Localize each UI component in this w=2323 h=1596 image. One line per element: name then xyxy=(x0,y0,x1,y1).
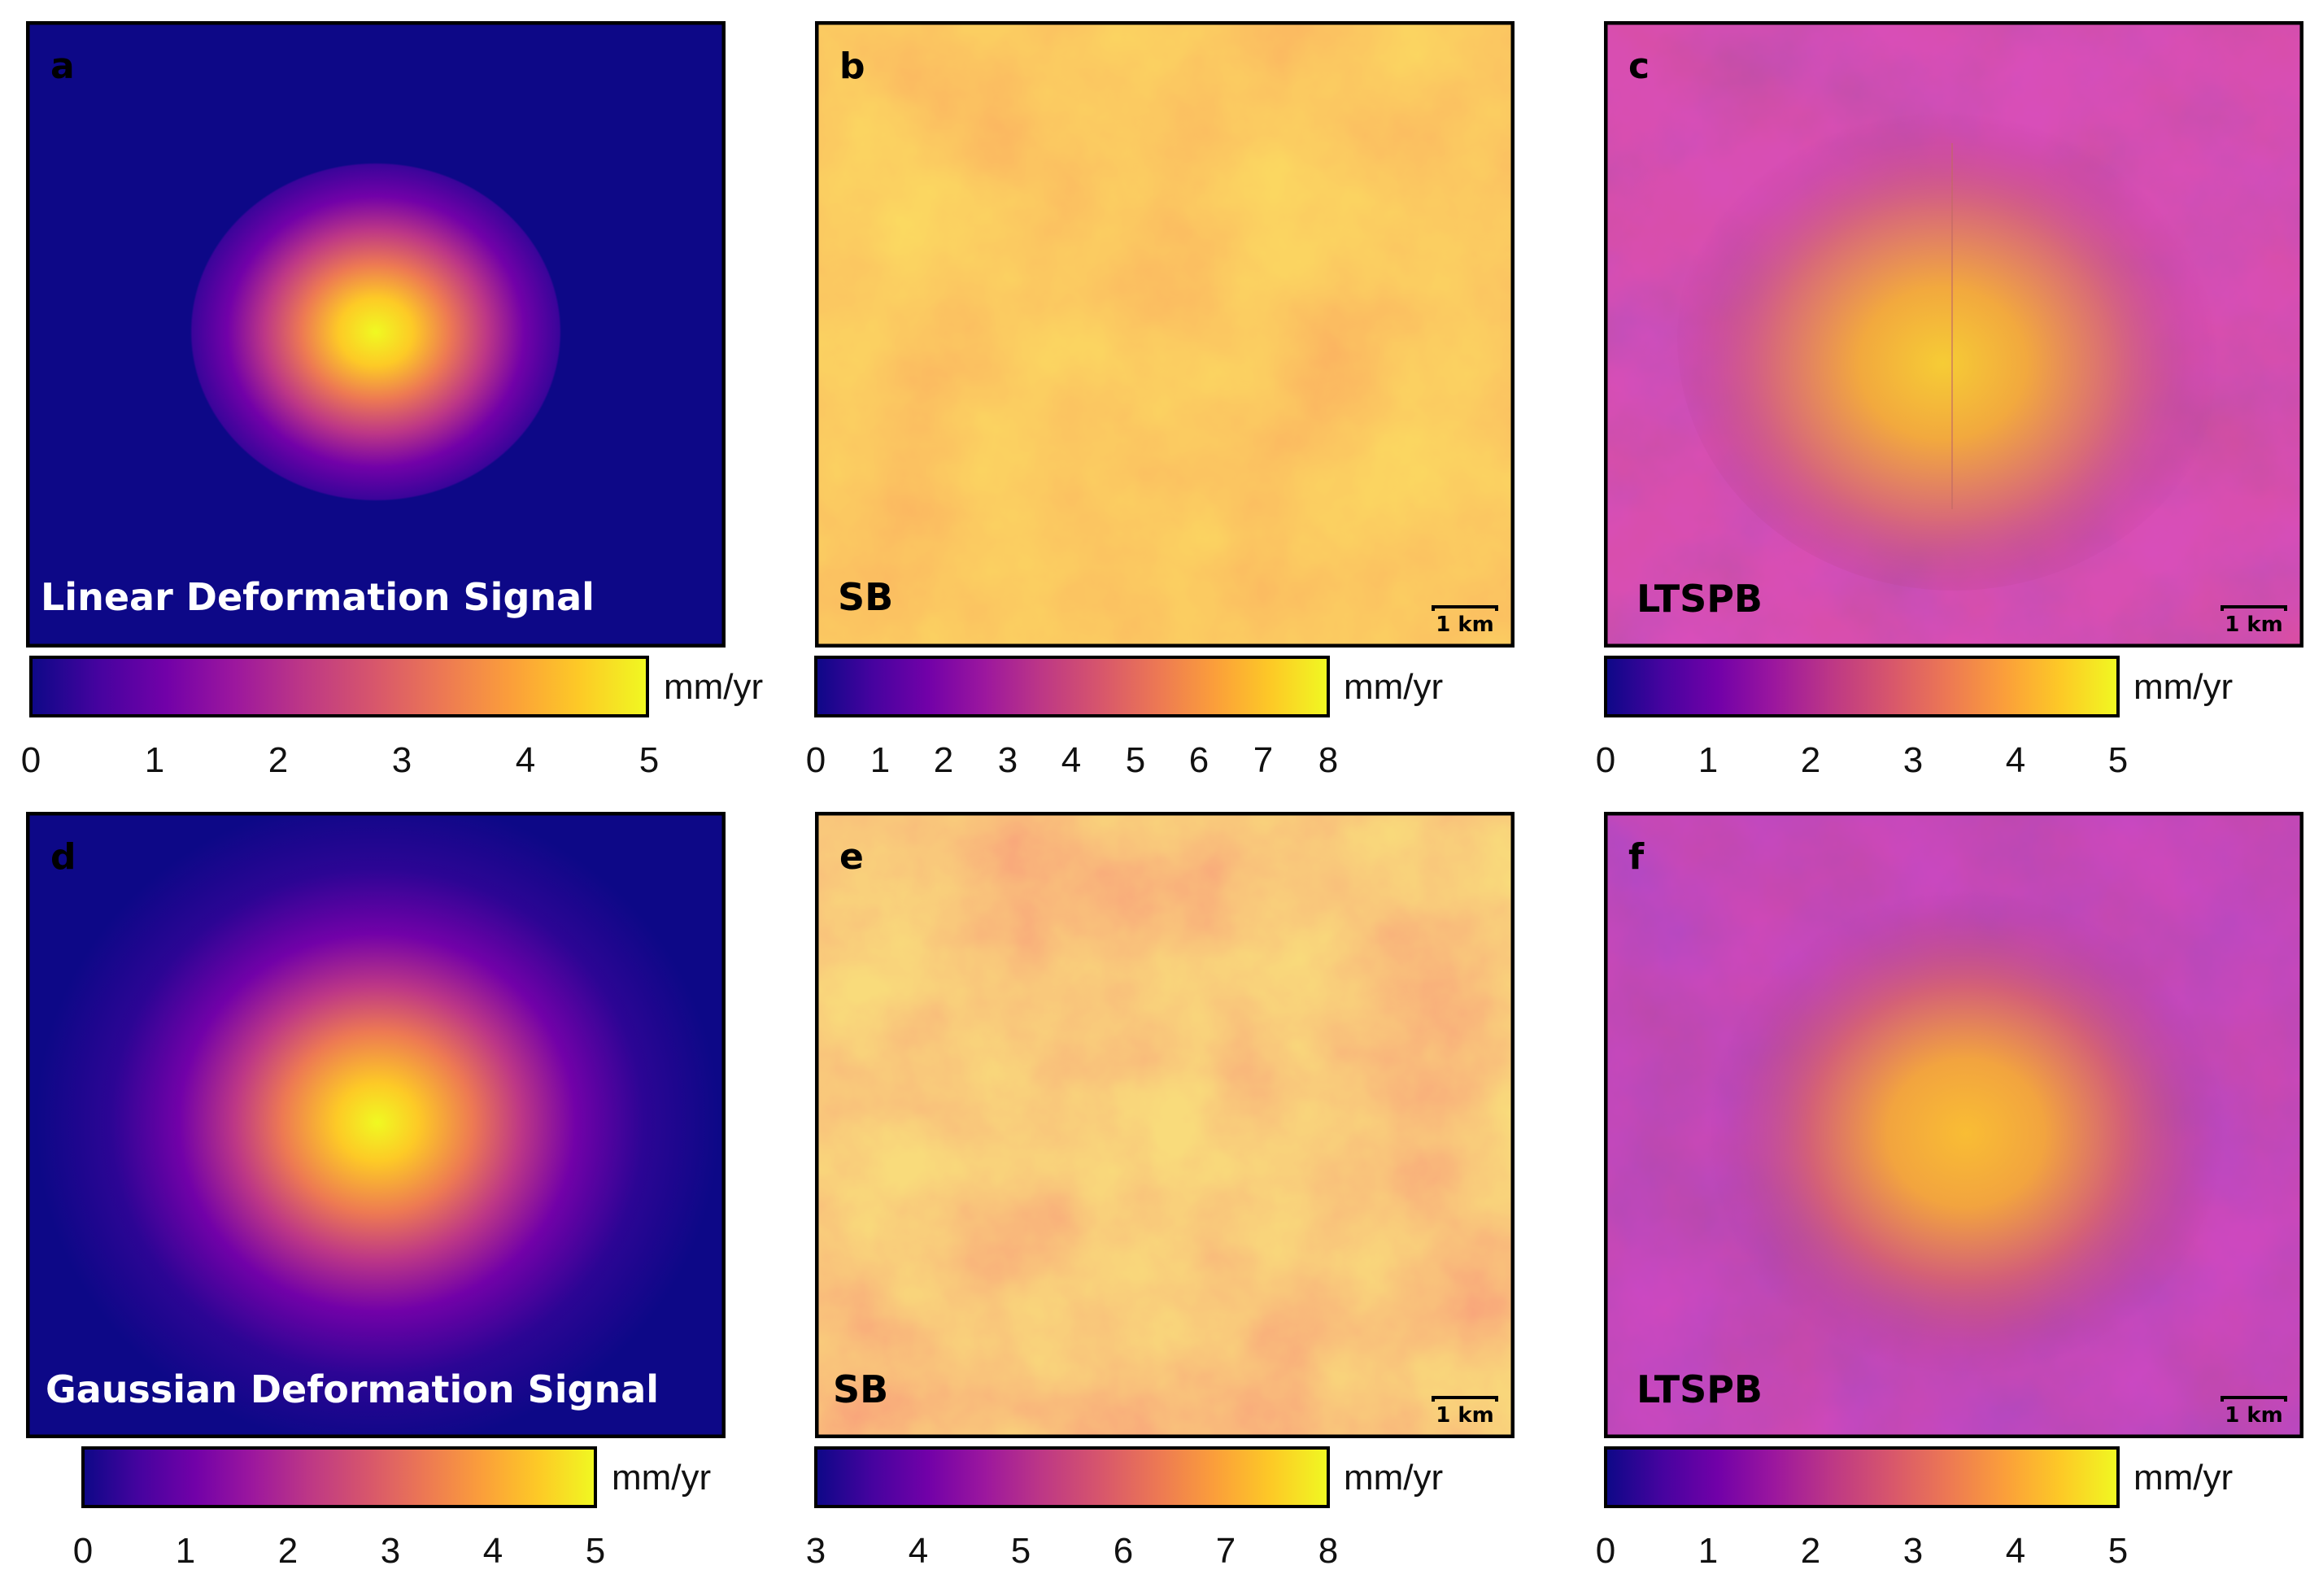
panel-e: e SB 1 km xyxy=(815,812,1515,1438)
panel-c: c LTSPB 1 km xyxy=(1604,21,2303,648)
panel-letter: b xyxy=(839,46,865,87)
tick: 7 xyxy=(1215,1531,1236,1571)
colorbar-d xyxy=(81,1446,599,1511)
map-f: f LTSPB 1 km xyxy=(1604,812,2303,1438)
colorbar-c xyxy=(1604,656,2121,721)
tick: 5 xyxy=(1010,1531,1031,1571)
tick: 4 xyxy=(2005,1531,2026,1571)
tick: 5 xyxy=(2107,1531,2129,1571)
panel-label: SB xyxy=(838,575,893,619)
unit-label-d: mm/yr xyxy=(612,1458,712,1498)
tick: 1 xyxy=(1698,1531,1719,1571)
scale-bar: 1 km xyxy=(2221,605,2287,637)
tick: 5 xyxy=(1125,740,1146,780)
deformation-bowl xyxy=(190,163,561,501)
tick: 1 xyxy=(175,1531,196,1571)
map-d: d Gaussian Deformation Signal xyxy=(26,812,726,1438)
unit-label-e: mm/yr xyxy=(1344,1458,1444,1498)
panel-label: Linear Deformation Signal xyxy=(41,575,595,619)
tick: 2 xyxy=(268,740,289,780)
map-b: b SB 1 km xyxy=(815,21,1515,648)
tick: 6 xyxy=(1113,1531,1134,1571)
map-e: e SB 1 km xyxy=(815,812,1515,1438)
tick: 0 xyxy=(1595,740,1616,780)
panel-label: LTSPB xyxy=(1637,1367,1763,1411)
tick: 3 xyxy=(805,1531,826,1571)
tick: 2 xyxy=(1800,1531,1821,1571)
deformation-bowl xyxy=(36,812,719,1438)
scale-bar: 1 km xyxy=(2221,1396,2287,1428)
tick: 2 xyxy=(277,1531,299,1571)
tick: 2 xyxy=(933,740,954,780)
panel-letter: c xyxy=(1628,46,1650,87)
panel-label: Gaussian Deformation Signal xyxy=(46,1367,659,1411)
tick: 2 xyxy=(1800,740,1821,780)
tick: 8 xyxy=(1318,1531,1339,1571)
tick: 1 xyxy=(869,740,891,780)
tick: 1 xyxy=(1698,740,1719,780)
tick: 1 xyxy=(144,740,165,780)
panel-d: d Gaussian Deformation Signal xyxy=(26,812,726,1438)
colorbar-a xyxy=(29,656,651,721)
tick: 7 xyxy=(1253,740,1274,780)
colorbar-f xyxy=(1604,1446,2121,1511)
tick: 3 xyxy=(391,740,412,780)
map-c: c LTSPB 1 km xyxy=(1604,21,2303,648)
tick: 4 xyxy=(482,1531,503,1571)
scale-bar-label: 1 km xyxy=(1436,1403,1494,1428)
tick: 6 xyxy=(1188,740,1209,780)
tick: 0 xyxy=(1595,1531,1616,1571)
colorbar-e xyxy=(814,1446,1331,1511)
colorbar-b xyxy=(814,656,1331,721)
tick: 5 xyxy=(585,1531,606,1571)
panel-label: SB xyxy=(833,1367,888,1411)
panel-letter: d xyxy=(50,836,76,878)
tick: 8 xyxy=(1318,740,1339,780)
tick: 0 xyxy=(20,740,41,780)
scale-bar-label: 1 km xyxy=(2225,613,2283,637)
panel-letter: a xyxy=(50,46,75,87)
tick: 4 xyxy=(1061,740,1082,780)
unit-label-f: mm/yr xyxy=(2133,1458,2234,1498)
scale-bar: 1 km xyxy=(1432,605,1498,637)
scale-bar: 1 km xyxy=(1432,1396,1498,1428)
map-a: a Linear Deformation Signal xyxy=(26,21,726,648)
panel-letter: f xyxy=(1628,836,1645,878)
panel-letter: e xyxy=(839,836,864,878)
tick: 3 xyxy=(1902,740,1924,780)
tick: 5 xyxy=(638,740,660,780)
unit-label-c: mm/yr xyxy=(2133,667,2234,707)
tick: 0 xyxy=(805,740,826,780)
panel-b: b SB 1 km xyxy=(815,21,1515,648)
tick: 5 xyxy=(2107,740,2129,780)
tick: 3 xyxy=(997,740,1018,780)
panel-label: LTSPB xyxy=(1637,577,1763,621)
unit-label-b: mm/yr xyxy=(1344,667,1444,707)
tick: 3 xyxy=(380,1531,401,1571)
unit-label-a: mm/yr xyxy=(664,667,764,707)
tick: 4 xyxy=(908,1531,929,1571)
scale-bar-label: 1 km xyxy=(1436,613,1494,637)
scale-bar-label: 1 km xyxy=(2225,1403,2283,1428)
panel-a: a Linear Deformation Signal xyxy=(26,21,726,648)
tick: 4 xyxy=(2005,740,2026,780)
tick: 4 xyxy=(515,740,536,780)
panel-f: f LTSPB 1 km xyxy=(1604,812,2303,1438)
tick: 0 xyxy=(72,1531,94,1571)
tick: 3 xyxy=(1902,1531,1924,1571)
